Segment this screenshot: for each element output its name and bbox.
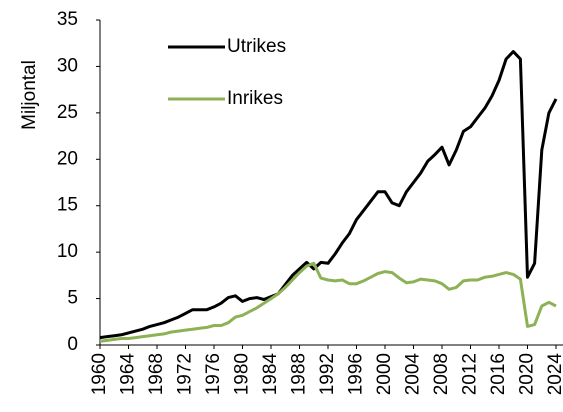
x-tick-label: 1960 <box>89 353 110 395</box>
x-tick-label: 1980 <box>232 353 253 395</box>
series-line <box>99 50 558 340</box>
x-tick-label: 1964 <box>118 353 139 396</box>
y-tick-label: 25 <box>57 102 78 123</box>
y-tick-label: 35 <box>57 9 78 30</box>
x-tick-label: 2024 <box>545 353 563 396</box>
x-tick-label: 2016 <box>488 353 509 395</box>
x-tick-label: 1976 <box>203 353 224 395</box>
x-tick-label: 2008 <box>431 353 452 395</box>
y-tick-label: 20 <box>57 148 78 169</box>
y-tick-label: 15 <box>57 195 78 216</box>
x-tick-label: 1972 <box>175 353 196 395</box>
legend-label: Inrikes <box>227 88 283 109</box>
x-tick-label: 2004 <box>403 353 424 396</box>
x-tick-label: 1988 <box>289 353 310 395</box>
x-tick-label: 2020 <box>517 353 538 395</box>
y-axis-label: Miljontal <box>19 60 40 130</box>
x-tick-label: 1984 <box>260 353 281 396</box>
y-tick-label: 30 <box>57 55 78 76</box>
y-tick-label: 10 <box>57 241 78 262</box>
y-tick-label: 0 <box>67 334 78 355</box>
x-tick-label: 2000 <box>374 353 395 395</box>
series-line <box>99 261 557 343</box>
x-tick-label: 2012 <box>460 353 481 395</box>
x-tick-label: 1968 <box>146 353 167 395</box>
legend-label: Utrikes <box>227 36 286 57</box>
x-tick-label: 1996 <box>346 353 367 395</box>
y-tick-label: 5 <box>67 288 78 309</box>
x-tick-label: 1992 <box>317 353 338 395</box>
